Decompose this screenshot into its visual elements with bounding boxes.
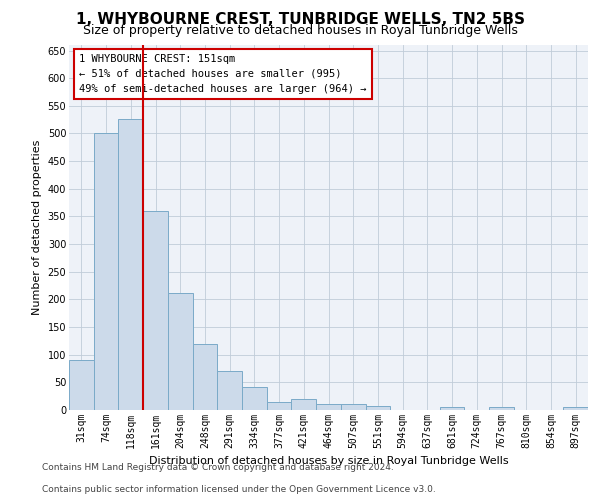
Bar xyxy=(341,404,365,410)
Bar xyxy=(217,372,242,410)
Text: Size of property relative to detached houses in Royal Tunbridge Wells: Size of property relative to detached ho… xyxy=(83,24,517,37)
Bar xyxy=(365,406,390,410)
X-axis label: Distribution of detached houses by size in Royal Tunbridge Wells: Distribution of detached houses by size … xyxy=(149,456,508,466)
Bar xyxy=(242,387,267,410)
Bar xyxy=(69,360,94,410)
Bar xyxy=(316,404,341,410)
Text: 1, WHYBOURNE CREST, TUNBRIDGE WELLS, TN2 5BS: 1, WHYBOURNE CREST, TUNBRIDGE WELLS, TN2… xyxy=(76,12,524,28)
Bar xyxy=(193,344,217,410)
Bar xyxy=(563,407,588,410)
Bar xyxy=(168,293,193,410)
Bar xyxy=(489,407,514,410)
Bar xyxy=(440,407,464,410)
Text: Contains public sector information licensed under the Open Government Licence v3: Contains public sector information licen… xyxy=(42,485,436,494)
Bar xyxy=(292,400,316,410)
Bar xyxy=(143,211,168,410)
Bar xyxy=(118,118,143,410)
Bar xyxy=(267,402,292,410)
Text: Contains HM Land Registry data © Crown copyright and database right 2024.: Contains HM Land Registry data © Crown c… xyxy=(42,464,394,472)
Y-axis label: Number of detached properties: Number of detached properties xyxy=(32,140,42,315)
Text: 1 WHYBOURNE CREST: 151sqm
← 51% of detached houses are smaller (995)
49% of semi: 1 WHYBOURNE CREST: 151sqm ← 51% of detac… xyxy=(79,54,367,94)
Bar xyxy=(94,134,118,410)
